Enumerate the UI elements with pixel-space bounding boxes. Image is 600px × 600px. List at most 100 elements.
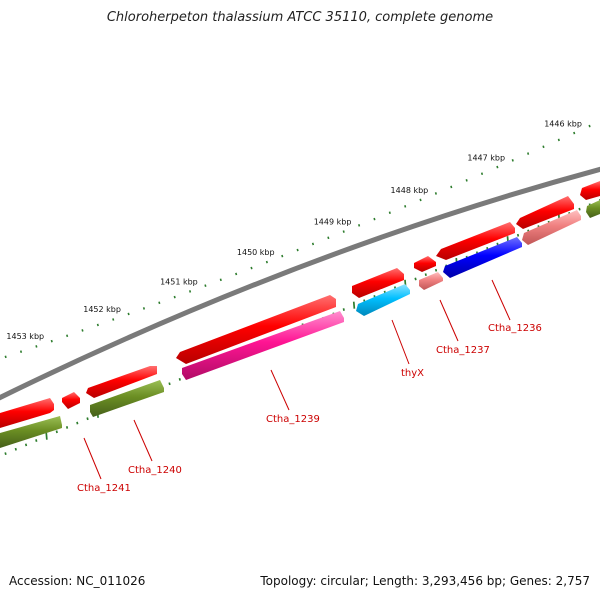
major-tick	[45, 432, 48, 440]
minor-tick	[578, 207, 581, 211]
minor-tick	[204, 284, 207, 287]
minor-tick	[311, 242, 315, 246]
forward-strand-genes	[0, 181, 600, 428]
gene-arrow[interactable]	[0, 416, 62, 448]
minor-tick	[35, 439, 38, 442]
gene-arrow[interactable]	[86, 366, 157, 398]
leader-line	[439, 299, 459, 342]
minor-tick	[434, 192, 437, 195]
scale-label: 1453 kbp	[6, 332, 44, 341]
minor-tick	[55, 430, 58, 434]
minor-tick	[4, 452, 7, 456]
minor-tick	[188, 290, 192, 293]
minor-tick	[327, 236, 330, 240]
minor-tick	[588, 124, 591, 128]
minor-tick	[96, 323, 99, 327]
minor-tick	[404, 205, 407, 208]
gene-arrow[interactable]	[586, 200, 600, 218]
leader-line	[270, 369, 290, 411]
minor-tick	[35, 345, 38, 348]
minor-tick	[50, 339, 53, 343]
minor-tick	[511, 159, 514, 162]
outer-scale-ticks	[4, 124, 591, 359]
gene-arrow[interactable]	[352, 268, 404, 298]
gene-arrow[interactable]	[0, 398, 54, 428]
minor-tick	[358, 224, 361, 227]
gene-arrow[interactable]	[516, 196, 574, 229]
gene-label-ctha-1237[interactable]: Ctha_1237	[436, 345, 490, 356]
genome-summary: Topology: circular; Length: 3,293,456 bp…	[260, 574, 590, 588]
map-title: Chloroherpeton thalassium ATCC 35110, co…	[106, 10, 494, 25]
scale-label: 1448 kbp	[391, 186, 429, 195]
leader-line	[391, 319, 410, 365]
gene-arrow[interactable]	[419, 272, 443, 290]
minor-tick	[219, 278, 222, 282]
scale-label: 1447 kbp	[467, 153, 505, 162]
scale-label: 1449 kbp	[314, 218, 352, 227]
accession-info: Accession: NC_011026	[9, 574, 146, 588]
genome-backbone	[0, 166, 600, 401]
minor-tick	[450, 185, 453, 189]
minor-tick	[281, 254, 284, 258]
leader-line	[491, 279, 511, 321]
gene-arrow[interactable]	[414, 256, 436, 272]
gene-label-ctha-1240[interactable]: Ctha_1240	[128, 465, 182, 476]
gene-arrow[interactable]	[443, 237, 522, 278]
minor-tick	[388, 211, 391, 215]
minor-tick	[516, 233, 520, 237]
minor-tick	[173, 295, 176, 299]
gene-arrow[interactable]	[580, 181, 600, 200]
minor-tick	[480, 172, 484, 176]
minor-tick	[65, 426, 69, 429]
minor-tick	[414, 277, 417, 281]
gene-arrow[interactable]	[90, 380, 164, 417]
minor-tick	[542, 145, 545, 149]
minor-tick	[424, 273, 427, 277]
gene-arrow[interactable]	[436, 222, 515, 260]
gene-arrow[interactable]	[176, 295, 336, 364]
gene-label-ctha-1239[interactable]: Ctha_1239	[266, 414, 320, 425]
gene-label-thyx[interactable]: thyX	[401, 368, 424, 379]
minor-tick	[419, 198, 422, 202]
minor-tick	[86, 417, 89, 421]
gene-label-group: Ctha_1236 Ctha_1237 thyX Ctha_1239 Ctha_…	[77, 323, 542, 494]
gene-arrow[interactable]	[62, 392, 80, 409]
leader-line	[133, 419, 153, 462]
minor-tick	[66, 334, 69, 338]
scale-label: 1451 kbp	[160, 277, 198, 286]
minor-tick	[178, 377, 181, 381]
minor-tick	[168, 382, 171, 386]
gene-label-ctha-1236[interactable]: Ctha_1236	[488, 323, 542, 334]
gene-label-ctha-1241[interactable]: Ctha_1241	[77, 483, 131, 494]
scale-label: 1446 kbp	[544, 119, 582, 128]
inner-lane-genes	[0, 200, 600, 448]
minor-tick	[342, 230, 345, 233]
minor-tick	[434, 268, 438, 272]
minor-tick	[127, 312, 130, 316]
major-tick	[352, 301, 356, 309]
scale-label: 1450 kbp	[237, 248, 275, 257]
minor-tick	[24, 443, 28, 447]
minor-tick	[76, 421, 79, 425]
minor-tick	[19, 350, 23, 353]
gene-arrow[interactable]	[356, 284, 410, 316]
gene-arrow[interactable]	[182, 311, 344, 380]
minor-tick	[527, 152, 530, 155]
minor-tick	[465, 179, 468, 182]
minor-tick	[496, 165, 499, 169]
minor-tick	[296, 248, 299, 252]
minor-tick	[235, 272, 238, 276]
scale-label: 1452 kbp	[83, 305, 121, 314]
minor-tick	[557, 138, 560, 142]
minor-tick	[81, 329, 84, 332]
minor-tick	[142, 307, 146, 310]
minor-tick	[158, 301, 161, 305]
minor-tick	[112, 318, 115, 321]
minor-tick	[14, 447, 17, 451]
minor-tick	[250, 266, 253, 270]
leader-line	[83, 437, 102, 480]
minor-tick	[4, 355, 7, 359]
gene-arrow[interactable]	[522, 210, 581, 245]
minor-tick	[573, 131, 576, 135]
